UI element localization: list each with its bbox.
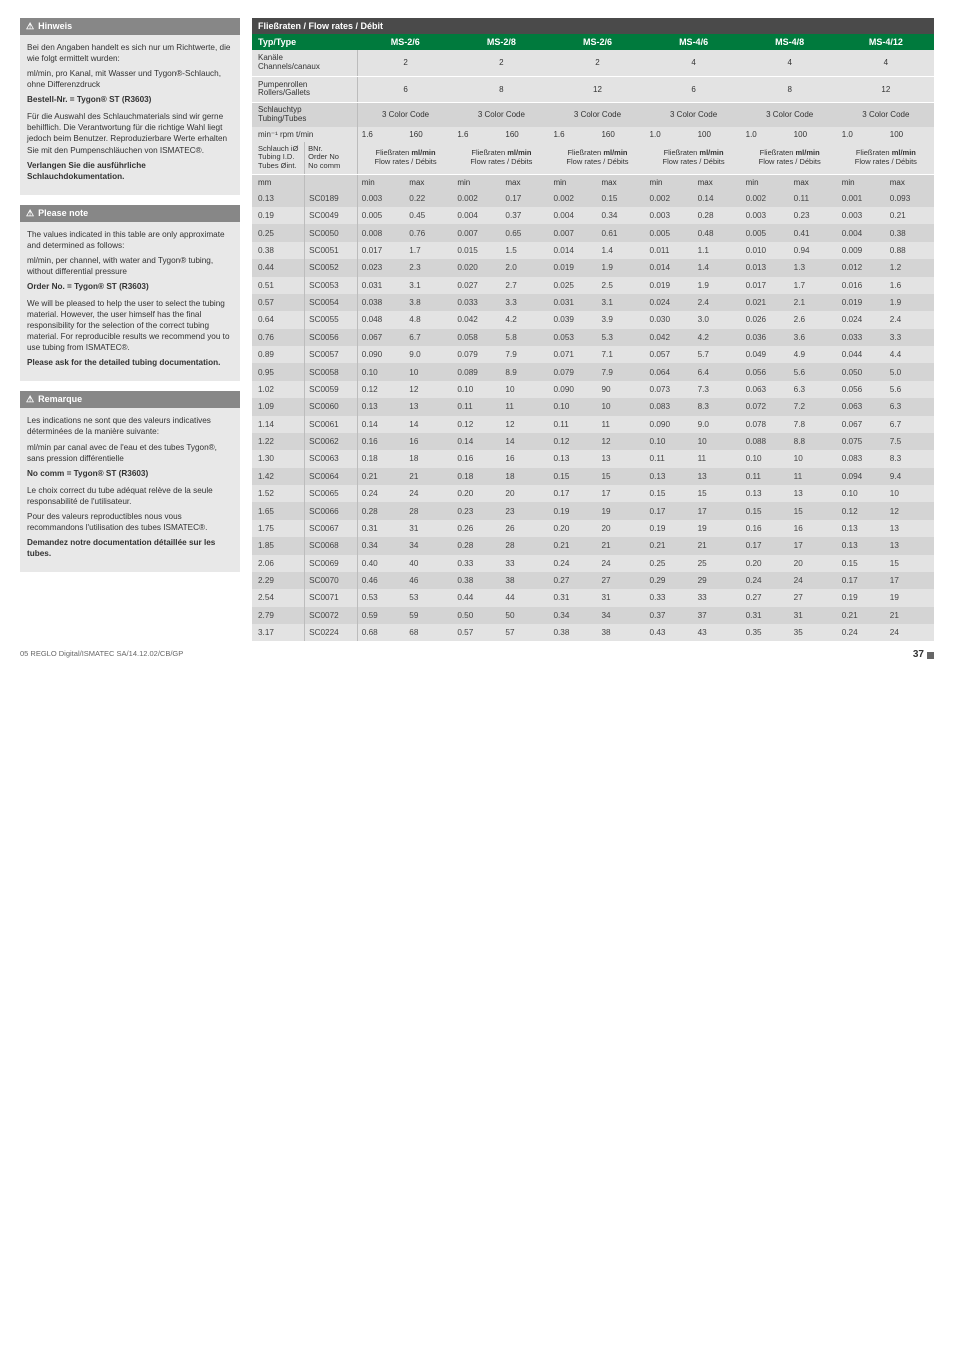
- info-box-body: Les indications ne sont que des valeurs …: [20, 408, 240, 572]
- table-row: 1.30SC00630.18180.16160.13130.11110.1010…: [252, 450, 934, 467]
- table-row: 1.22SC00620.16160.14140.12120.10100.0888…: [252, 433, 934, 450]
- info-text: Le choix correct du tube adéquat relève …: [27, 485, 233, 507]
- table-row: 0.64SC00550.0484.80.0424.20.0393.90.0303…: [252, 311, 934, 328]
- page-number: 37: [913, 649, 934, 660]
- table-row: 0.89SC00570.0909.00.0797.90.0717.10.0575…: [252, 346, 934, 363]
- info-text: Order No. = Tygon® ST (R3603): [27, 281, 233, 292]
- table-row: 0.19SC00490.0050.450.0040.370.0040.340.0…: [252, 207, 934, 224]
- info-text: No comm = Tygon® ST (R3603): [27, 468, 233, 479]
- main-table-area: Fließraten / Flow rates / DébitTyp/TypeM…: [252, 18, 934, 641]
- info-text: Please ask for the detailed tubing docum…: [27, 357, 233, 368]
- info-box-body: Bei den Angaben handelt es sich nur um R…: [20, 35, 240, 195]
- table-row: 3.17SC02240.68680.57570.38380.43430.3535…: [252, 624, 934, 641]
- info-box: ⚠Remarque Les indications ne sont que des…: [20, 391, 240, 572]
- info-box-header: ⚠Please note: [20, 205, 240, 222]
- info-text: We will be pleased to help the user to s…: [27, 298, 233, 353]
- table-row: 0.95SC00580.10100.0898.90.0797.90.0646.4…: [252, 363, 934, 380]
- page: ⚠Hinweis Bei den Angaben handelt es sich …: [20, 18, 934, 641]
- table-row: 2.54SC00710.53530.44440.31310.33330.2727…: [252, 589, 934, 606]
- table-row: 1.42SC00640.21210.18180.15150.13130.1111…: [252, 468, 934, 485]
- table-row: 1.85SC00680.34340.28280.21210.21210.1717…: [252, 537, 934, 554]
- table-row: 0.25SC00500.0080.760.0070.650.0070.610.0…: [252, 224, 934, 241]
- info-text: Bestell-Nr. = Tygon® ST (R3603): [27, 94, 233, 105]
- table-row: 0.13SC01890.0030.220.0020.170.0020.150.0…: [252, 190, 934, 207]
- warning-icon: ⚠: [26, 21, 34, 32]
- table-row: 1.75SC00670.31310.26260.20200.19190.1616…: [252, 520, 934, 537]
- info-box: ⚠Please note The values indicated in this…: [20, 205, 240, 382]
- table-row: 2.79SC00720.59590.50500.34340.37370.3131…: [252, 607, 934, 624]
- footer: 05 REGLO Digital/ISMATEC SA/14.12.02/CB/…: [20, 649, 934, 660]
- sidebar: ⚠Hinweis Bei den Angaben handelt es sich …: [20, 18, 240, 641]
- info-box-header: ⚠Remarque: [20, 391, 240, 408]
- info-text: ml/min, per channel, with water and Tygo…: [27, 255, 233, 277]
- page-marker-icon: [927, 652, 934, 659]
- info-box-body: The values indicated in this table are o…: [20, 222, 240, 382]
- flow-rates-table: Fließraten / Flow rates / DébitTyp/TypeM…: [252, 18, 934, 641]
- table-row: 2.29SC00700.46460.38380.27270.29290.2424…: [252, 572, 934, 589]
- table-row: 1.14SC00610.14140.12120.11110.0909.00.07…: [252, 416, 934, 433]
- info-text: Bei den Angaben handelt es sich nur um R…: [27, 42, 233, 64]
- info-text: Verlangen Sie die ausführliche Schlauchd…: [27, 160, 233, 182]
- warning-icon: ⚠: [26, 208, 34, 219]
- table-row: 1.65SC00660.28280.23230.19190.17170.1515…: [252, 502, 934, 519]
- info-text: ml/min, pro Kanal, mit Wasser und Tygon®…: [27, 68, 233, 90]
- info-box: ⚠Hinweis Bei den Angaben handelt es sich …: [20, 18, 240, 195]
- info-text: Les indications ne sont que des valeurs …: [27, 415, 233, 437]
- table-row: 1.02SC00590.12120.10100.090900.0737.30.0…: [252, 381, 934, 398]
- table-row: 0.38SC00510.0171.70.0151.50.0141.40.0111…: [252, 242, 934, 259]
- info-text: Demandez notre documentation détaillée s…: [27, 537, 233, 559]
- info-text: The values indicated in this table are o…: [27, 229, 233, 251]
- table-row: 2.06SC00690.40400.33330.24240.25250.2020…: [252, 555, 934, 572]
- table-row: 0.57SC00540.0383.80.0333.30.0313.10.0242…: [252, 294, 934, 311]
- footer-text: 05 REGLO Digital/ISMATEC SA/14.12.02/CB/…: [20, 649, 183, 660]
- info-text: Pour des valeurs reproductibles nous vou…: [27, 511, 233, 533]
- table-row: 0.76SC00560.0676.70.0585.80.0535.30.0424…: [252, 329, 934, 346]
- table-row: 0.44SC00520.0232.30.0202.00.0191.90.0141…: [252, 259, 934, 276]
- table-row: 0.51SC00530.0313.10.0272.70.0252.50.0191…: [252, 277, 934, 294]
- info-text: Für die Auswahl des Schlauch­materials s…: [27, 111, 233, 155]
- info-text: ml/min par canal avec de l'eau et des tu…: [27, 442, 233, 464]
- table-row: 1.09SC00600.13130.11110.10100.0838.30.07…: [252, 398, 934, 415]
- table-row: 1.52SC00650.24240.20200.17170.15150.1313…: [252, 485, 934, 502]
- warning-icon: ⚠: [26, 394, 34, 405]
- info-box-header: ⚠Hinweis: [20, 18, 240, 35]
